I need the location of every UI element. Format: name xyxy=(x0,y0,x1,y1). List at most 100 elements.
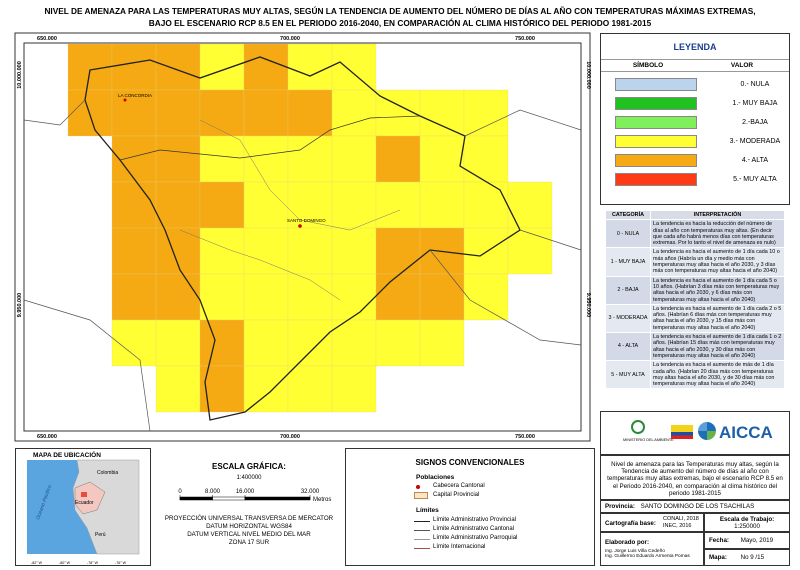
author-row: Elaborado por: Ing. Jorge Luis Villa Ced… xyxy=(600,532,704,566)
hazard-cell xyxy=(243,365,289,413)
table-row: 2 - BAJA La tendencia es hacia el aumento… xyxy=(605,275,785,305)
field-value: CONALI, 2018 xyxy=(663,516,699,522)
hazard-cell xyxy=(331,365,377,413)
scale-title: ESCALA GRÁFICA: xyxy=(212,462,286,471)
projection-line: DATUM HORIZONTAL WGS84 xyxy=(206,523,292,530)
interpretation-cell: La tendencia es hacia el aumento de 1 dí… xyxy=(650,303,785,334)
sign-symbol xyxy=(414,492,428,499)
country-label: Ecuador xyxy=(75,500,94,506)
signs-subtitle: Poblaciones xyxy=(416,474,455,481)
interpretation-table: CATEGORÍA INTERPRETACIÓN 0 - NULA La tend… xyxy=(605,209,785,390)
scale-panel: ESCALA GRÁFICA: 1:400000 PROYECCIÓN UNIV… xyxy=(165,462,334,546)
hazard-cell xyxy=(331,181,377,229)
hazard-cell xyxy=(287,273,333,321)
hazard-cell xyxy=(463,89,509,137)
sign-label: Capital Provincial xyxy=(433,492,480,498)
hazard-cell xyxy=(375,319,421,367)
legend-label: 2.-BAJA xyxy=(742,119,768,126)
table-row: 4 - ALTA La tendencia es hacia el aumento… xyxy=(605,332,785,362)
legend-header: SÍMBOLO VALOR xyxy=(601,59,789,72)
hazard-cell xyxy=(111,181,157,229)
hazard-cell xyxy=(199,319,245,367)
hazard-cell xyxy=(375,181,421,229)
legend-label: 5.- MUY ALTA xyxy=(733,176,777,183)
legend-swatch xyxy=(615,135,697,148)
scale-segment xyxy=(179,496,213,501)
hazard-cell xyxy=(243,89,289,137)
hazard-cell xyxy=(243,181,289,229)
hazard-cell xyxy=(155,43,201,91)
logo-flag xyxy=(671,425,693,439)
title-line: NIVEL DE AMENAZA PARA LAS TEMPERATURAS M… xyxy=(44,6,756,16)
sign-symbol xyxy=(414,548,430,549)
category-cell: 2 - BAJA xyxy=(605,275,651,305)
ecuador-shape xyxy=(74,481,106,515)
signs-subtitle: Límites xyxy=(416,507,439,514)
hazard-cell xyxy=(507,227,553,275)
sign-symbol xyxy=(414,521,430,522)
interpretation-cell: La tendencia es hacia el aumento de 1 dí… xyxy=(650,332,785,362)
hazard-cell xyxy=(331,43,377,91)
hazard-cell xyxy=(199,43,245,91)
hazard-cell xyxy=(199,89,245,137)
map-number-row: Mapa: No 9 /15 xyxy=(704,549,790,566)
hazard-cell xyxy=(155,319,201,367)
hazard-cell xyxy=(199,181,245,229)
sign-label: Límite Administrativo Parroquial xyxy=(433,535,518,541)
scale-segment xyxy=(244,496,311,501)
hazard-cell xyxy=(331,135,377,183)
legend-label: 0.- NULA xyxy=(740,81,770,88)
hazard-cell xyxy=(243,227,289,275)
hazard-cell xyxy=(287,43,333,91)
longitude-label: -82° W xyxy=(31,561,43,565)
field-label: Elaborado por: xyxy=(605,539,650,546)
legend-swatch xyxy=(615,78,697,91)
signs-panel: SIGNOS CONVENCIONALES Poblaciones Cabece… xyxy=(345,448,595,566)
legend-items: 0.- NULA 1.- MUY BAJA 2.-BAJA 3.- MODERADA 4… xyxy=(601,75,789,189)
location-map: MAPA DE UBICACIÓN -82° W -80° W -78° W -… xyxy=(15,448,151,566)
category-cell: 0 - NULA xyxy=(605,219,651,249)
title-line: BAJO EL ESCENARIO RCP 8.5 EN EL PERIODO … xyxy=(148,18,652,28)
legend-swatch xyxy=(615,97,697,110)
capital-point xyxy=(298,224,302,228)
field-label: Provincia: xyxy=(605,503,635,510)
easting-label: 750.000 xyxy=(515,434,535,440)
sign-symbol xyxy=(414,530,430,531)
country-label: Perú xyxy=(95,532,106,538)
hazard-cell xyxy=(155,273,201,321)
legend-row: 3.- MODERADA xyxy=(601,132,789,151)
legend-label: 4.- ALTA xyxy=(741,157,769,164)
scale-tick-label: 32.000 xyxy=(301,489,320,495)
scale-tick-label: 16.000 xyxy=(236,489,255,495)
legend-label: 3.- MODERADA xyxy=(729,138,781,145)
hazard-cell xyxy=(287,365,333,413)
sign-label: Límite Internacional xyxy=(433,544,486,550)
interpretation-cell: La tendencia es hacia el aumento de más … xyxy=(650,360,785,390)
field-label: Escala de Trabajo: xyxy=(719,516,775,523)
table-header: INTERPRETACIÓN xyxy=(650,209,785,221)
hazard-cell xyxy=(243,43,289,91)
hazard-cell xyxy=(419,89,465,137)
hazard-cell xyxy=(287,181,333,229)
hazard-cell xyxy=(155,365,201,413)
northing-label: 10.000.000 xyxy=(17,61,23,89)
canton-point xyxy=(123,98,127,102)
hazard-cell xyxy=(199,135,245,183)
hazard-cell xyxy=(111,319,157,367)
sign-label: Límite Administrativo Provincial xyxy=(433,517,517,523)
hazard-cell xyxy=(463,227,509,275)
hazard-cell xyxy=(375,135,421,183)
hazard-cell xyxy=(155,135,201,183)
hazard-cell xyxy=(155,181,201,229)
hazard-cell xyxy=(507,181,553,229)
parish-boundary xyxy=(179,119,401,301)
interpretation-cell: La tendencia es hacia el aumento de 1 dí… xyxy=(650,247,785,277)
legend-header-cell: VALOR xyxy=(730,62,754,69)
table-header: CATEGORÍA xyxy=(605,209,651,221)
legend-swatch xyxy=(615,116,697,129)
projection-line: DATUM VERTICAL NIVEL MEDIO DEL MAR xyxy=(187,531,311,538)
place-label: LA CONCORDIA xyxy=(118,93,152,98)
hazard-cell xyxy=(287,89,333,137)
map-description: Nivel de amenaza para las Temperaturas m… xyxy=(600,455,790,500)
field-value: Ing. Jorge Luis Villa Cedeño xyxy=(605,549,665,554)
